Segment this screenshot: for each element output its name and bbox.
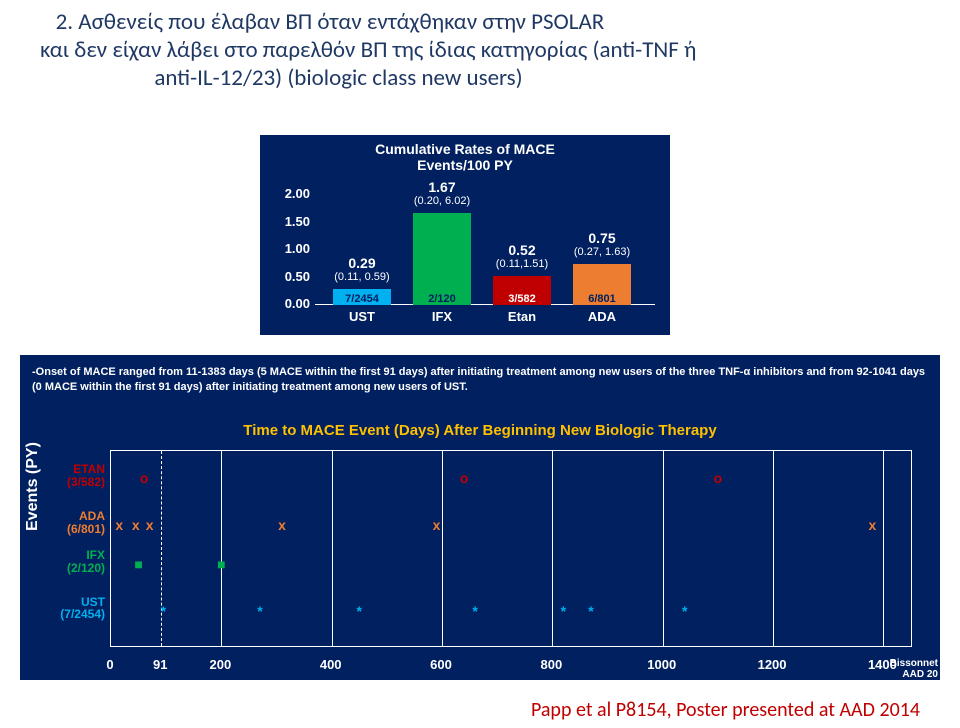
chart1-bar-n: 2/120: [413, 293, 471, 305]
chart2-row-label: UST(7/2454): [40, 596, 105, 621]
mace-rates-chart: Cumulative Rates of MACEEvents/100 PY 0.…: [260, 135, 670, 335]
chart2-point: o: [140, 470, 149, 486]
chart2-gridline: [221, 451, 222, 646]
chart1-bar: [413, 213, 471, 305]
chart1-bar-n: 7/2454: [333, 293, 391, 305]
chart2-point: x: [115, 517, 123, 533]
chart1-ytick: 0.00: [265, 296, 310, 311]
chart2-point: x: [433, 517, 441, 533]
chart2-point: *: [357, 603, 362, 619]
chart2-point: x: [868, 517, 876, 533]
chart2-plot-area: oooxxxxxx■■*******: [110, 450, 912, 647]
chart1-ytick: 1.50: [265, 214, 310, 229]
chart2-point: *: [588, 603, 593, 619]
chart1-xlabel: Etan: [488, 309, 556, 324]
chart2-gridline: [442, 451, 443, 646]
chart2-xtick: 1000: [647, 657, 676, 672]
title-text: 2. Ασθενείς που έλαβαν ΒΠ όταν εντάχθηκα…: [40, 8, 920, 92]
chart2-xtick: 91: [153, 657, 167, 672]
chart1-ytick: 2.00: [265, 186, 310, 201]
chart2-title: Time to MACE Event (Days) After Beginnin…: [20, 422, 940, 439]
chart2-point: *: [561, 603, 566, 619]
chart2-credit: BissonnetAAD 20: [890, 658, 938, 680]
chart2-point: x: [278, 517, 286, 533]
chart2-point: x: [132, 517, 140, 533]
chart1-ytick: 1.00: [265, 241, 310, 256]
chart1-bar-ci: (0.20, 6.02): [398, 195, 486, 207]
chart1-bar-n: 3/582: [493, 293, 551, 305]
chart1-bar-value: 0.75: [563, 230, 641, 246]
chart2-xtick: 0: [106, 657, 113, 672]
chart2-point: *: [682, 603, 687, 619]
chart1-bar-value: 0.52: [483, 242, 561, 258]
chart2-point: o: [714, 470, 723, 486]
chart1-bar-value: 1.67: [403, 179, 481, 195]
chart2-xtick: 200: [209, 657, 231, 672]
time-to-mace-chart: Time to MACE Event (Days) After Beginnin…: [20, 400, 940, 680]
chart2-row-label: IFX(2/120): [40, 549, 105, 574]
chart2-xtick: 400: [320, 657, 342, 672]
citation-footer: Papp et al P8154, Poster presented at AA…: [531, 698, 920, 722]
slide: 2. Ασθενείς που έλαβαν ΒΠ όταν εντάχθηκα…: [0, 0, 960, 728]
chart2-gridline: [773, 451, 774, 646]
chart2-row-label: ADA(6/801): [40, 510, 105, 535]
chart1-ytick: 0.50: [265, 269, 310, 284]
chart2-xtick: 600: [430, 657, 452, 672]
chart1-xlabel: IFX: [408, 309, 476, 324]
chart1-bar-ci: (0.11, 0.59): [318, 271, 406, 283]
chart1-xlabel: ADA: [568, 309, 636, 324]
chart2-gridline: [883, 451, 884, 646]
chart2-point: x: [146, 517, 154, 533]
chart1-title: Cumulative Rates of MACEEvents/100 PY: [260, 141, 670, 173]
onset-note: -Onset of MACE ranged from 11-1383 days …: [20, 355, 940, 401]
chart1-xlabel: UST: [328, 309, 396, 324]
chart1-plot-area: 0.000.501.001.502.007/24540.29(0.11, 0.5…: [315, 195, 655, 305]
chart2-gridline: [332, 451, 333, 646]
chart1-bar-ci: (0.11,1.51): [478, 258, 566, 270]
chart2-point: *: [472, 603, 477, 619]
chart2-xtick: 800: [541, 657, 563, 672]
chart2-point: *: [161, 603, 166, 619]
slide-title: 2. Ασθενείς που έλαβαν ΒΠ όταν εντάχθηκα…: [40, 8, 920, 92]
chart1-bar-n: 6/801: [573, 293, 631, 305]
chart2-point: ■: [134, 556, 142, 572]
chart2-gridline: [552, 451, 553, 646]
chart2-point: ■: [217, 556, 225, 572]
chart2-gridline: [663, 451, 664, 646]
chart2-row-label: ETAN(3/582): [40, 463, 105, 488]
chart2-xtick: 1200: [758, 657, 787, 672]
chart1-bar-value: 0.29: [323, 255, 401, 271]
chart1-bar-ci: (0.27, 1.63): [558, 246, 646, 258]
chart2-xtick: 1400: [868, 657, 897, 672]
chart2-point: *: [257, 603, 262, 619]
chart2-point: o: [460, 470, 469, 486]
